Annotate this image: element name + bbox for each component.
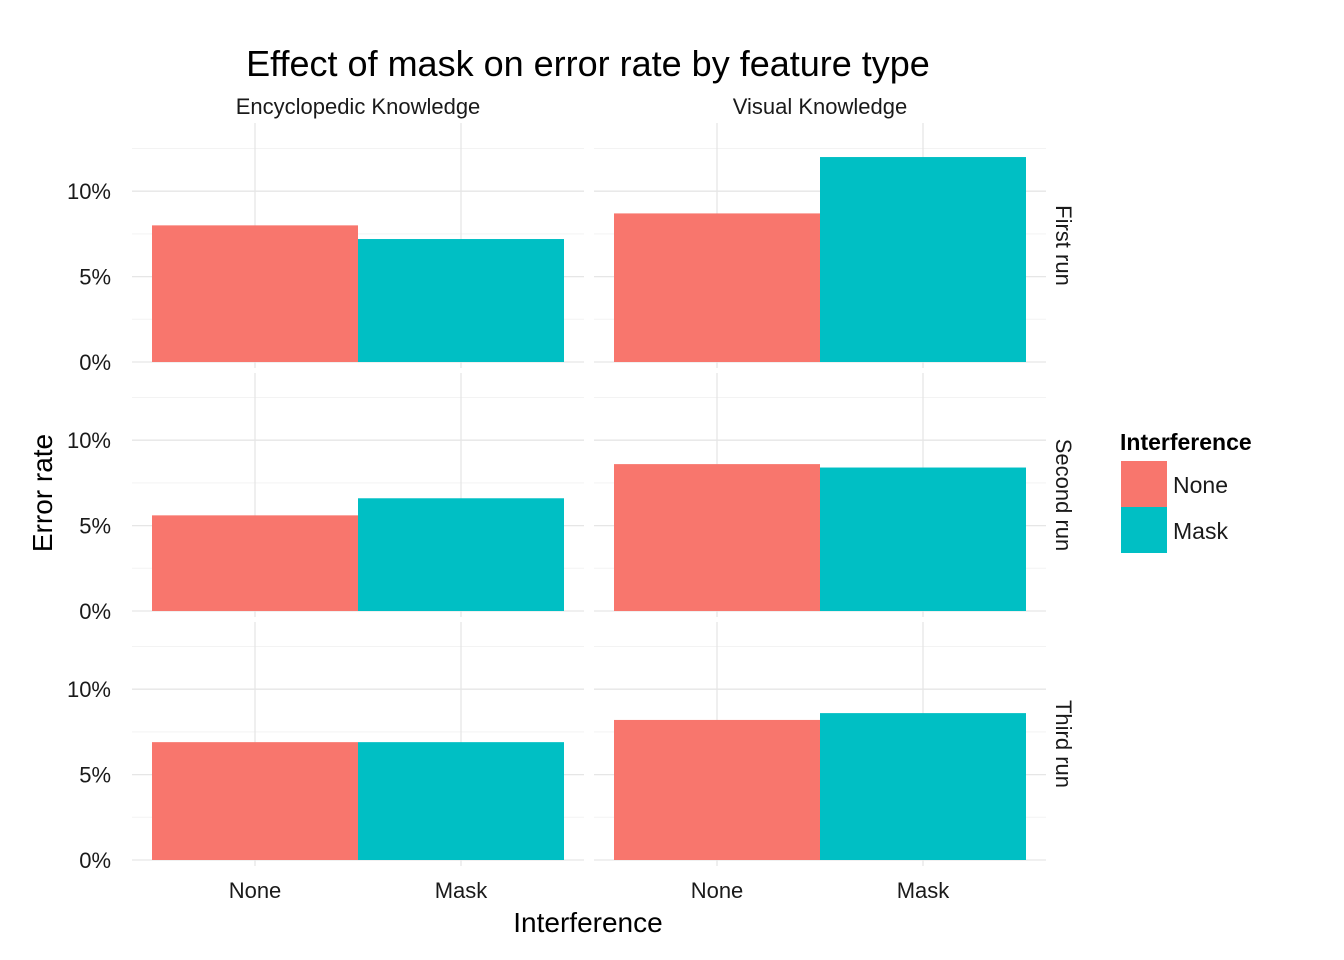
bar-none-second-run-encyclopedic-knowledge [152, 515, 358, 611]
row-strip-label-first-run: First run [1051, 205, 1076, 286]
legend-key-none [1121, 461, 1167, 507]
row-strip-label-second-run: Second run [1051, 439, 1076, 552]
y-tick-label: 10% [67, 677, 111, 702]
panels-layer: Encyclopedic Knowledge Visual Knowledge Fi… [67, 94, 1076, 903]
bar-none-first-run-encyclopedic-knowledge [152, 225, 358, 362]
legend-title: Interference [1120, 429, 1252, 455]
bar-mask-second-run-encyclopedic-knowledge [358, 498, 564, 611]
panel-first-run-encyclopedic-knowledge: 0% 5% 10% [67, 123, 584, 375]
bar-mask-third-run-visual-knowledge [820, 713, 1026, 860]
y-tick-label: 5% [79, 763, 111, 788]
legend-key-mask [1121, 507, 1167, 553]
bar-none-third-run-encyclopedic-knowledge [152, 742, 358, 860]
y-axis-title: Error rate [27, 434, 58, 552]
bar-none-second-run-visual-knowledge [614, 464, 820, 611]
legend: Interference None Mask [1120, 429, 1252, 553]
bar-none-third-run-visual-knowledge [614, 719, 820, 860]
x-tick-label-none: None [691, 878, 744, 903]
bar-mask-third-run-encyclopedic-knowledge [358, 742, 564, 860]
y-tick-label: 5% [79, 514, 111, 539]
bar-none-first-run-visual-knowledge [614, 213, 820, 362]
legend-label-mask: Mask [1173, 518, 1228, 544]
chart-title: Effect of mask on error rate by feature … [246, 43, 930, 84]
bar-mask-second-run-visual-knowledge [820, 467, 1026, 611]
x-tick-label-none: None [229, 878, 282, 903]
y-tick-label: 10% [67, 179, 111, 204]
bar-mask-first-run-encyclopedic-knowledge [358, 239, 564, 362]
legend-label-none: None [1173, 472, 1228, 498]
panel-second-run-encyclopedic-knowledge: 0% 5% 10% [67, 373, 584, 624]
y-tick-label: 10% [67, 428, 111, 453]
column-strip-label-encyclopedic-knowledge: Encyclopedic Knowledge [236, 94, 481, 119]
y-tick-label: 0% [79, 350, 111, 375]
bar-mask-first-run-visual-knowledge [820, 157, 1026, 362]
y-tick-label: 0% [79, 848, 111, 873]
row-strip-label-third-run: Third run [1051, 700, 1076, 788]
y-tick-label: 0% [79, 599, 111, 624]
panel-third-run-encyclopedic-knowledge: 0% 5% 10% None Mask [67, 622, 584, 903]
x-tick-label-mask: Mask [897, 878, 951, 903]
y-tick-label: 5% [79, 265, 111, 290]
x-tick-label-mask: Mask [435, 878, 489, 903]
column-strip-label-visual-knowledge: Visual Knowledge [733, 94, 908, 119]
panel-first-run-visual-knowledge [594, 123, 1046, 368]
x-axis-title: Interference [513, 907, 662, 938]
panel-third-run-visual-knowledge: None Mask [594, 622, 1046, 903]
panel-second-run-visual-knowledge [594, 373, 1046, 617]
